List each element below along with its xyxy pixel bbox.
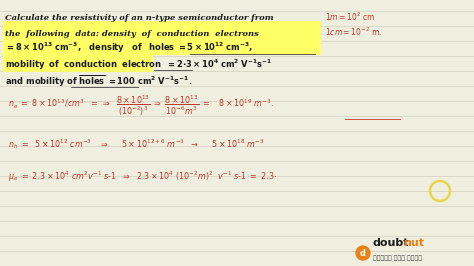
Text: d: d	[360, 248, 366, 257]
Text: $\mathit{\mathbf{mobility\ \ of\ \ conduction\ \ electron\ \ = 2{\cdot}3 \times : $\mathit{\mathbf{mobility\ \ of\ \ condu…	[5, 58, 273, 72]
Text: doubt: doubt	[373, 238, 410, 248]
Circle shape	[356, 246, 370, 260]
Bar	[3, 55, 153, 72]
Text: $n_h\ =\ \ 5\times10^{12}\ cm^{-3}\ \ \ \Rightarrow\ \ \ \ \ 5\times10^{12+6}\ m: $n_h\ =\ \ 5\times10^{12}\ cm^{-3}\ \ \ …	[8, 137, 265, 151]
Text: Calculate the resistivity of an n-type semiconductor from: Calculate the resistivity of an n-type s…	[5, 14, 273, 22]
Text: the  following  data: density  of  conduction  electrons: the following data: density of conductio…	[5, 30, 259, 38]
Text: $1cm = 10^{-2}$ m.: $1cm = 10^{-2}$ m.	[325, 26, 382, 38]
Text: पढ़ना हुआ आसान: पढ़ना हुआ आसान	[373, 255, 422, 261]
Text: $\mathit{\mathbf{and\ mobility\ of\ \overline{holes}\ = 100\ cm^{2}\ V^{-1}s^{-1: $\mathit{\mathbf{and\ mobility\ of\ \ove…	[5, 74, 192, 89]
Text: $n_e\ =\ 8\times10^{13}/cm^3\ \ =\ \Rightarrow\ \ \dfrac{8\times10^{13}}{(10^{-2: $n_e\ =\ 8\times10^{13}/cm^3\ \ =\ \Righ…	[8, 94, 274, 118]
Bar	[3, 21, 321, 38]
Bar	[3, 38, 321, 55]
Text: nut: nut	[403, 238, 424, 248]
Text: $1m = 10^{2}$ cm: $1m = 10^{2}$ cm	[325, 11, 375, 23]
Text: $\mu_e\ =\ 2.3\times10^{4}\ cm^2 v^{-1}\ s\text{-}1\ \ \Rightarrow\ \ 2.3\times1: $\mu_e\ =\ 2.3\times10^{4}\ cm^2 v^{-1}\…	[8, 170, 277, 184]
Text: $\mathbf{= 8 \times 10^{13}}$ $\mathbf{cm^{-3}}$$\mathbf{,}$   $\mathbf{density}: $\mathbf{= 8 \times 10^{13}}$ $\mathbf{c…	[5, 41, 253, 55]
